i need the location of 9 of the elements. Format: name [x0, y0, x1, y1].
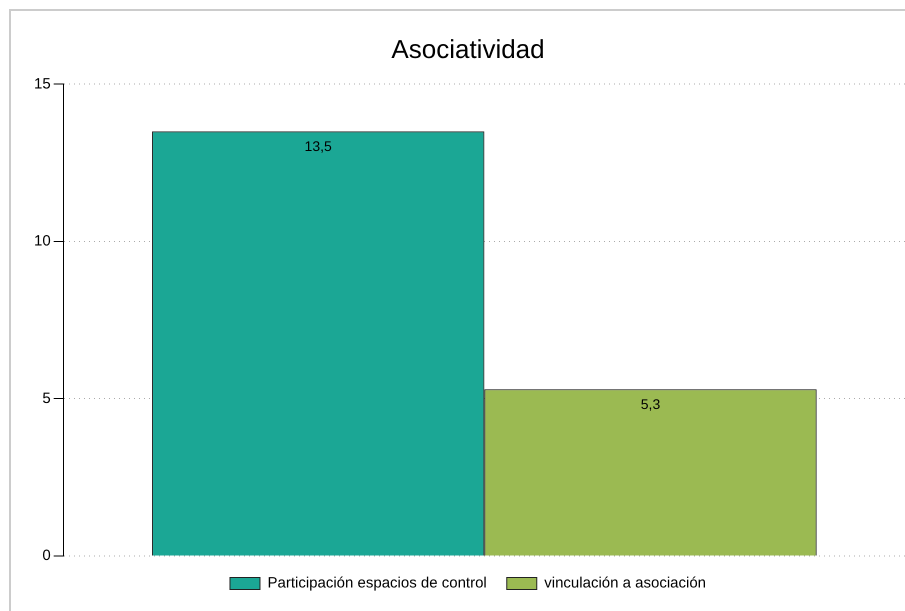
data-label: 13,5 — [304, 138, 332, 154]
y-tick-label: 0 — [42, 547, 51, 564]
data-label: 5,3 — [640, 396, 660, 412]
legend-label: vinculación a asociación — [544, 574, 706, 592]
y-tick-label: 10 — [34, 232, 51, 250]
legend-label: Participación espacios de control — [267, 574, 487, 592]
y-tick-label: 5 — [42, 390, 51, 407]
chart-title: Asociatividad — [391, 34, 545, 64]
y-tick-label: 15 — [34, 75, 51, 92]
